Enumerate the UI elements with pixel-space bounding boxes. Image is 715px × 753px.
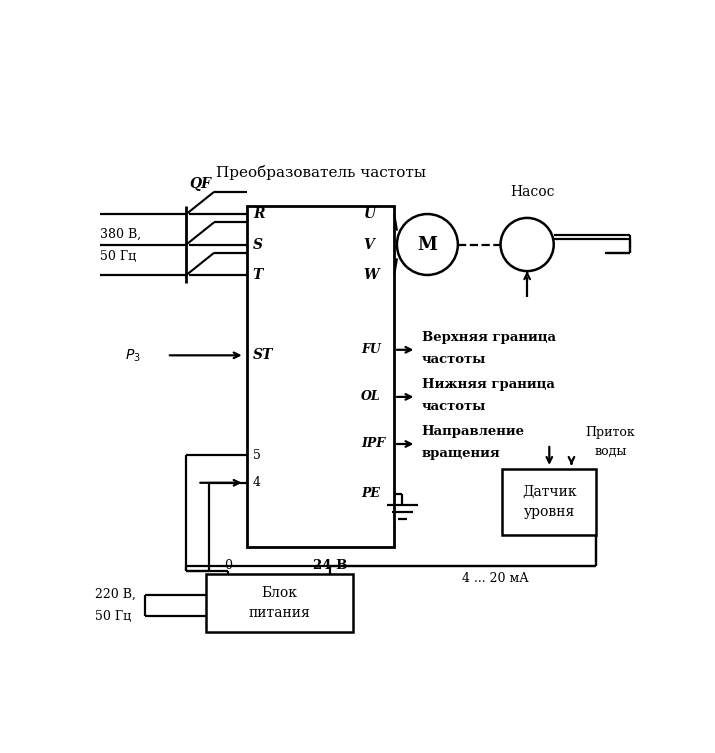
Text: частоты: частоты xyxy=(422,401,486,413)
Bar xyxy=(502,469,596,535)
Text: 380 В,: 380 В, xyxy=(100,228,142,241)
Text: ST: ST xyxy=(253,349,273,362)
Text: питания: питания xyxy=(248,606,310,620)
Text: М: М xyxy=(418,236,438,254)
Text: QF: QF xyxy=(189,176,211,191)
Bar xyxy=(247,206,394,547)
Text: PE: PE xyxy=(361,487,380,500)
Text: воды: воды xyxy=(594,445,626,458)
Text: уровня: уровня xyxy=(523,505,575,519)
Text: $P_3$: $P_3$ xyxy=(125,347,141,364)
Text: R: R xyxy=(253,207,265,221)
Text: IPF: IPF xyxy=(361,437,385,450)
Text: Насос: Насос xyxy=(511,185,555,199)
Text: 4 ... 20 мА: 4 ... 20 мА xyxy=(462,572,528,584)
Text: W: W xyxy=(364,268,379,282)
Text: Датчик: Датчик xyxy=(522,485,576,499)
Text: 4: 4 xyxy=(253,477,261,489)
Text: вращения: вращения xyxy=(422,447,500,461)
Text: FU: FU xyxy=(361,343,380,356)
Text: Блок: Блок xyxy=(261,587,297,600)
Text: 0: 0 xyxy=(224,559,232,572)
Text: U: U xyxy=(364,207,376,221)
Text: 24 В: 24 В xyxy=(313,559,347,572)
Text: 50 Гц: 50 Гц xyxy=(95,610,131,623)
Bar xyxy=(206,575,352,633)
Text: частоты: частоты xyxy=(422,353,486,366)
Text: 50 Гц: 50 Гц xyxy=(100,250,137,264)
Text: 220 В,: 220 В, xyxy=(95,588,136,601)
Text: Приток: Приток xyxy=(586,426,635,440)
Text: T: T xyxy=(253,268,263,282)
Text: 5: 5 xyxy=(253,449,261,462)
Text: Преобразователь частоты: Преобразователь частоты xyxy=(216,165,425,180)
Text: Верхняя граница: Верхняя граница xyxy=(422,331,556,344)
Text: V: V xyxy=(364,237,375,252)
Text: OL: OL xyxy=(361,390,380,404)
Text: Направление: Направление xyxy=(422,425,525,438)
Text: Нижняя граница: Нижняя граница xyxy=(422,378,555,392)
Text: S: S xyxy=(253,237,263,252)
